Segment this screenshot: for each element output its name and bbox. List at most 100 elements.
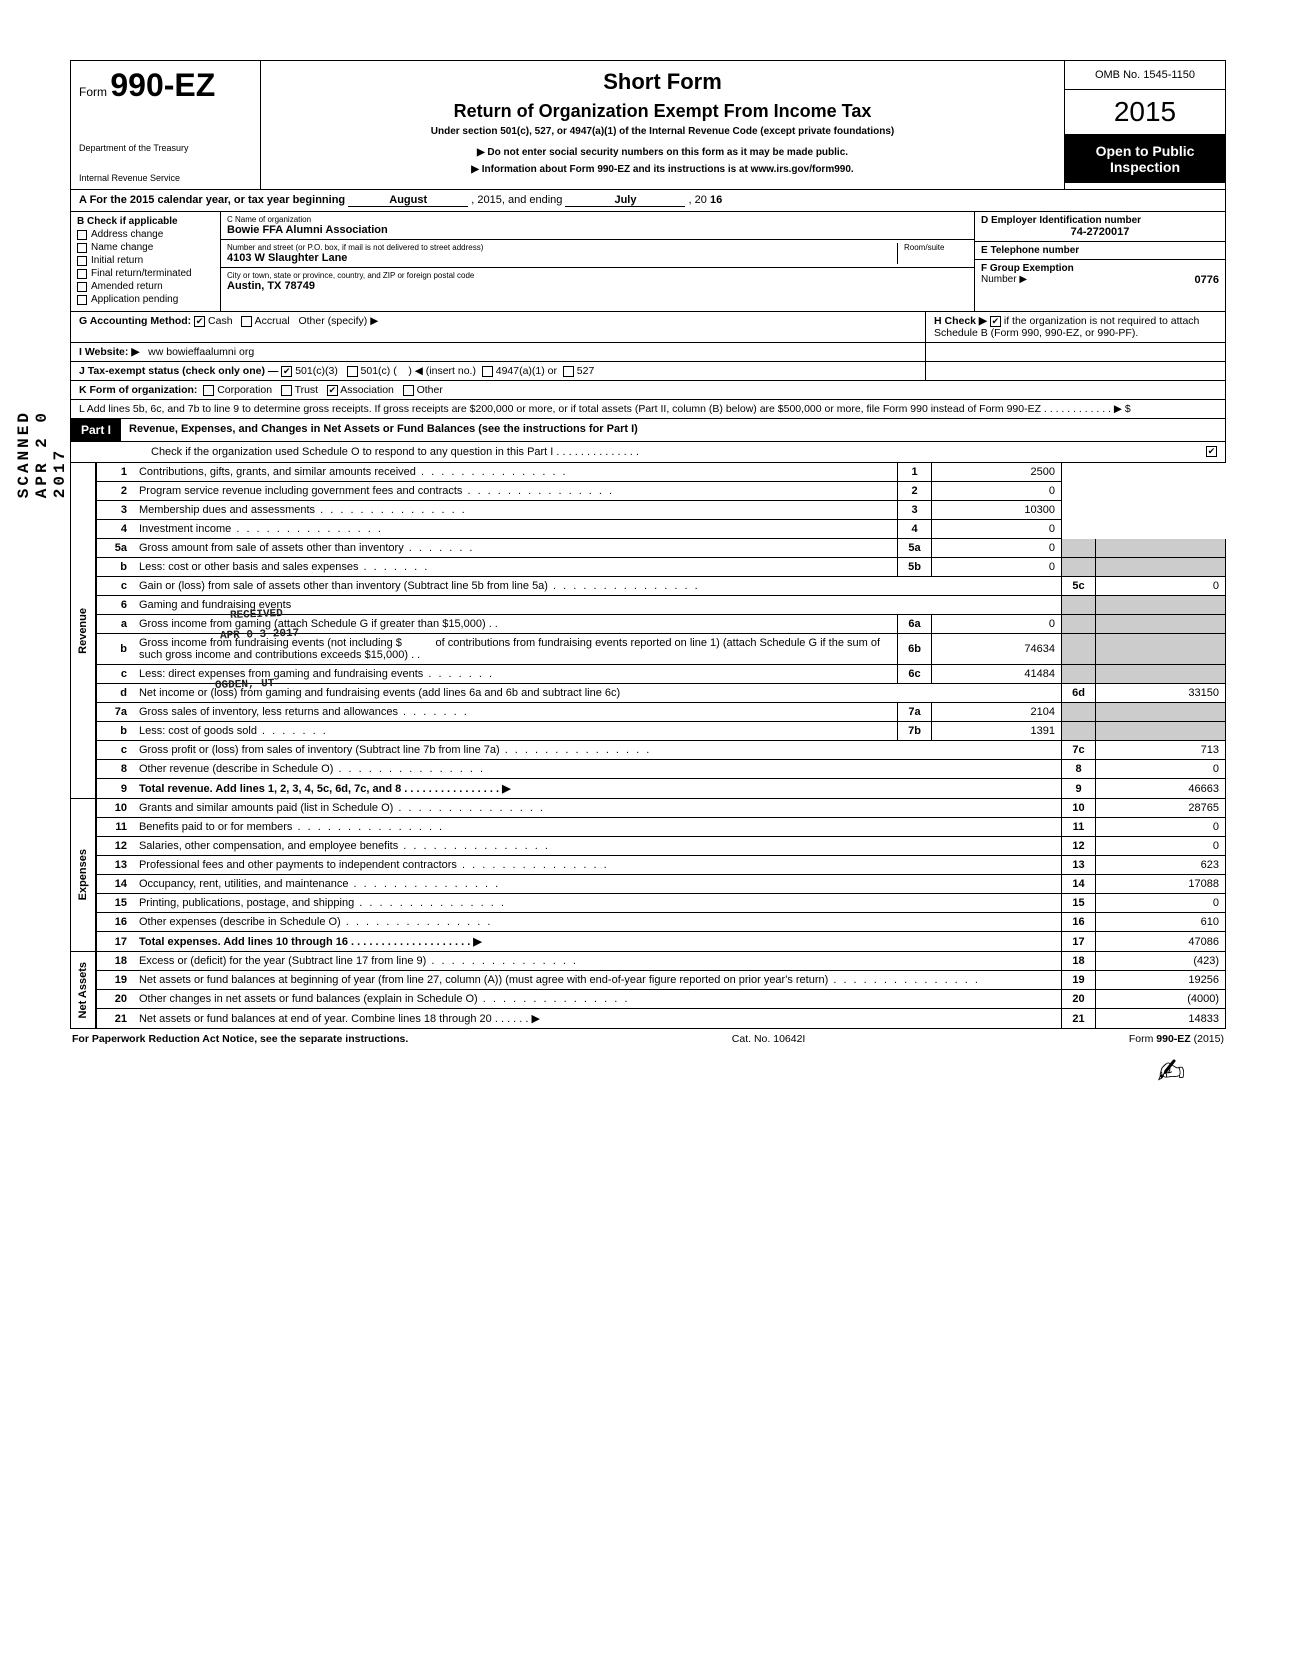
tax-year-end-yy: 16: [710, 194, 722, 206]
line5c-val: 0: [1096, 577, 1226, 596]
line-l: L Add lines 5b, 6c, and 7b to line 9 to …: [71, 400, 1225, 418]
line2-val: 0: [932, 482, 1062, 501]
line15-desc: Printing, publications, postage, and shi…: [133, 894, 1062, 913]
ein-val: 74-2720017: [981, 226, 1219, 238]
revenue-table: 1Contributions, gifts, grants, and simil…: [96, 463, 1226, 799]
under-section: Under section 501(c), 527, or 4947(a)(1)…: [271, 126, 1054, 137]
line6a-val: 0: [932, 615, 1062, 634]
line18-desc: Excess or (deficit) for the year (Subtra…: [133, 952, 1062, 971]
line17-desc: Total expenses. Add lines 10 through 16 …: [139, 936, 482, 948]
chk-trust[interactable]: [281, 385, 292, 396]
line4-val: 0: [932, 520, 1062, 539]
tax-year-end-month: July: [565, 194, 685, 207]
form-prefix: Form: [79, 85, 107, 99]
chk-501c[interactable]: [347, 366, 358, 377]
scanned-stamp: SCANNED APR 2 0 2017: [15, 410, 69, 498]
line8-val: 0: [1096, 760, 1226, 779]
chk-corp[interactable]: [203, 385, 214, 396]
line5c-desc: Gain or (loss) from sale of assets other…: [133, 577, 1062, 596]
ein-label: D Employer Identification number: [981, 215, 1141, 226]
chk-h[interactable]: ✔: [990, 316, 1001, 327]
tax-year-begin: August: [348, 194, 468, 207]
side-revenue: Revenue: [75, 600, 91, 662]
line18-val: (423): [1096, 952, 1226, 971]
chk-cash[interactable]: ✔: [194, 316, 205, 327]
line7c-val: 713: [1096, 741, 1226, 760]
footer-mid: Cat. No. 10642I: [732, 1033, 806, 1045]
city-val: Austin, TX 78749: [227, 280, 968, 292]
line7b-desc: Less: cost of goods sold: [139, 725, 328, 737]
omb-number: OMB No. 1545-1150: [1065, 61, 1225, 90]
row-a-tax-year: A For the 2015 calendar year, or tax yea…: [70, 190, 1226, 212]
line14-desc: Occupancy, rent, utilities, and maintena…: [133, 875, 1062, 894]
line8-desc: Other revenue (describe in Schedule O): [133, 760, 1062, 779]
line9-desc: Total revenue. Add lines 1, 2, 3, 4, 5c,…: [139, 783, 511, 795]
line15-val: 0: [1096, 894, 1226, 913]
line6a-desc: Gross income from gaming (attach Schedul…: [139, 618, 486, 630]
chk-4947[interactable]: [482, 366, 493, 377]
form-number: 990-EZ: [110, 67, 215, 103]
line7b-val: 1391: [932, 722, 1062, 741]
footer-right: Form 990-EZ (2015): [1129, 1033, 1224, 1045]
line5a-desc: Gross amount from sale of assets other t…: [139, 542, 475, 554]
chk-amended[interactable]: [77, 282, 87, 292]
line20-desc: Other changes in net assets or fund bala…: [133, 990, 1062, 1009]
signature: ✍︎: [70, 1049, 1227, 1149]
line6c-desc: Less: direct expenses from gaming and fu…: [139, 668, 494, 680]
line14-val: 17088: [1096, 875, 1226, 894]
line5b-desc: Less: cost or other basis and sales expe…: [139, 561, 429, 573]
line2-desc: Program service revenue including govern…: [133, 482, 898, 501]
chk-schedule-o[interactable]: ✔: [1206, 446, 1217, 457]
line7a-desc: Gross sales of inventory, less returns a…: [139, 706, 469, 718]
line6d-val: 33150: [1096, 684, 1226, 703]
line1-val: 2500: [932, 463, 1062, 482]
chk-final-return[interactable]: [77, 269, 87, 279]
form-header: Form 990-EZ Department of the Treasury I…: [70, 60, 1226, 190]
expenses-table: 10Grants and similar amounts paid (list …: [96, 799, 1226, 952]
chk-accrual[interactable]: [241, 316, 252, 327]
col-b-header: B Check if applicable: [77, 216, 178, 227]
line21-desc: Net assets or fund balances at end of ye…: [133, 1009, 1062, 1029]
chk-501c3[interactable]: ✔: [281, 366, 292, 377]
dept-irs: Internal Revenue Service: [79, 173, 252, 183]
line17-val: 47086: [1096, 932, 1226, 952]
line7c-desc: Gross profit or (loss) from sales of inv…: [133, 741, 1062, 760]
line13-desc: Professional fees and other payments to …: [133, 856, 1062, 875]
chk-name-change[interactable]: [77, 243, 87, 253]
line6c-val: 41484: [932, 665, 1062, 684]
return-title: Return of Organization Exempt From Incom…: [271, 101, 1054, 122]
meta-section: G Accounting Method: ✔ Cash Accrual Othe…: [70, 312, 1226, 419]
line13-val: 623: [1096, 856, 1226, 875]
line5b-val: 0: [932, 558, 1062, 577]
warn-line: ▶ Do not enter social security numbers o…: [271, 147, 1054, 158]
line11-desc: Benefits paid to or for members: [133, 818, 1062, 837]
chk-initial-return[interactable]: [77, 256, 87, 266]
chk-address-change[interactable]: [77, 230, 87, 240]
short-form-title: Short Form: [271, 69, 1054, 95]
org-name: Bowie FFA Alumni Association: [227, 224, 968, 236]
line1-desc: Contributions, gifts, grants, and simila…: [133, 463, 898, 482]
line6b-desc-pre: Gross income from fundraising events (no…: [139, 637, 402, 649]
group-exempt-val: 0776: [1195, 274, 1219, 286]
street-label: Number and street (or P.O. box, if mail …: [227, 243, 891, 252]
group-exempt-label: F Group Exemption: [981, 263, 1074, 274]
footer-left: For Paperwork Reduction Act Notice, see …: [72, 1033, 408, 1045]
chk-527[interactable]: [563, 366, 574, 377]
phone-label: E Telephone number: [981, 245, 1079, 256]
side-expenses: Expenses: [75, 841, 91, 908]
section-bcdef: B Check if applicable Address change Nam…: [70, 212, 1226, 312]
chk-application-pending[interactable]: [77, 295, 87, 305]
chk-assoc[interactable]: ✔: [327, 385, 338, 396]
part1-title: Revenue, Expenses, and Changes in Net As…: [121, 419, 1225, 441]
line9-val: 46663: [1096, 779, 1226, 799]
chk-other-org[interactable]: [403, 385, 414, 396]
side-netassets: Net Assets: [75, 954, 91, 1026]
org-name-label: C Name of organization: [227, 215, 968, 224]
line12-val: 0: [1096, 837, 1226, 856]
line19-desc: Net assets or fund balances at beginning…: [133, 971, 1062, 990]
line4-desc: Investment income: [133, 520, 898, 539]
line11-val: 0: [1096, 818, 1226, 837]
netassets-table: 18Excess or (deficit) for the year (Subt…: [96, 952, 1226, 1029]
room-label: Room/suite: [904, 243, 968, 252]
line16-desc: Other expenses (describe in Schedule O): [133, 913, 1062, 932]
